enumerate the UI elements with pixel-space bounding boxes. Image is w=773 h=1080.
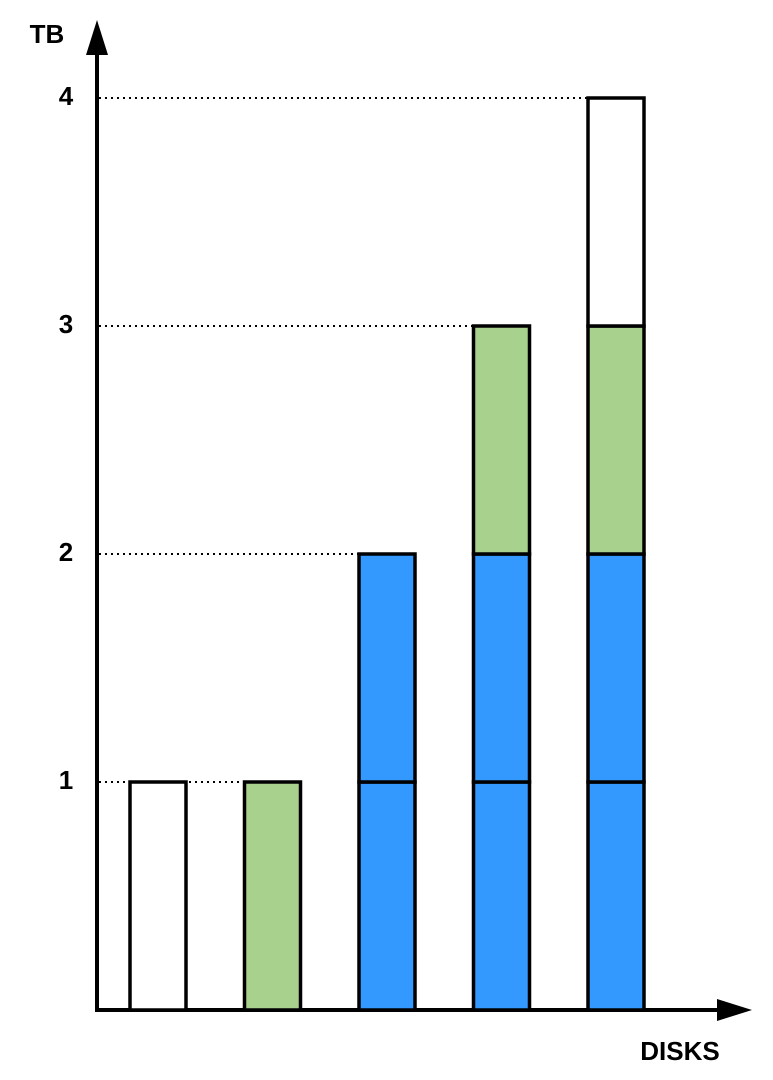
- bar-segment: [471, 780, 532, 1012]
- y-tick-label: 1: [59, 765, 73, 795]
- y-tick-label: 4: [59, 81, 74, 111]
- bar-segment: [128, 780, 188, 1012]
- x-axis-arrow: [717, 999, 752, 1021]
- y-axis-label: TB: [30, 19, 65, 49]
- y-axis-arrow: [86, 20, 108, 55]
- bar-segment: [586, 96, 646, 328]
- bar-segment: [471, 324, 532, 556]
- bar-segment: [586, 324, 646, 556]
- bar-segment: [586, 552, 646, 784]
- bar-segment: [586, 780, 646, 1012]
- y-tick-label: 2: [59, 537, 73, 567]
- x-axis-label: DISKS: [640, 1036, 719, 1066]
- bar-segment: [242, 780, 303, 1012]
- bar-segment: [471, 552, 532, 784]
- y-tick-label: 3: [59, 309, 73, 339]
- bar-segment: [357, 552, 417, 784]
- bar-segment: [357, 780, 417, 1012]
